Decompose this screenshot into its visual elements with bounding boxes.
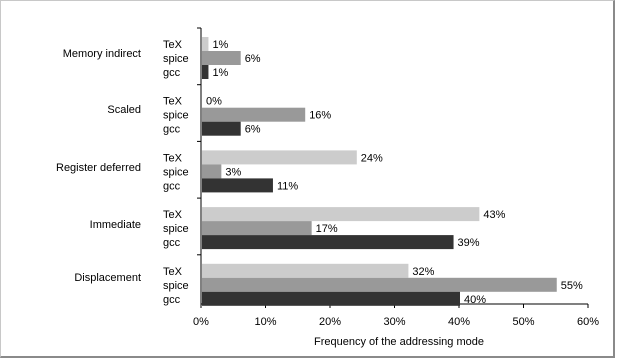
series-label: TeX — [163, 96, 183, 108]
category-label: Register deferred — [56, 162, 141, 174]
series-label: gcc — [163, 67, 181, 79]
data-label: 32% — [412, 266, 434, 278]
bar — [202, 235, 454, 250]
x-tick-label: 30% — [383, 316, 405, 328]
series-label: TeX — [163, 39, 183, 51]
x-tick-label: 40% — [448, 316, 470, 328]
data-label: 55% — [561, 280, 583, 292]
data-label: 3% — [225, 166, 241, 178]
bar — [202, 221, 312, 236]
data-label: 6% — [245, 124, 261, 136]
x-tick-label: 10% — [254, 316, 276, 328]
data-label: 43% — [483, 209, 505, 221]
bar — [202, 207, 480, 222]
series-label: gcc — [163, 294, 181, 306]
series-label: spice — [163, 223, 189, 235]
data-label: 17% — [316, 223, 338, 235]
labels: 0% 10% 20% 30% 40% 50% 60% Memory indirect TeX 1%… — [56, 39, 599, 328]
bar — [202, 65, 209, 79]
series-label: gcc — [163, 237, 181, 249]
series-label: spice — [163, 53, 189, 65]
bar — [202, 291, 460, 306]
series-label: TeX — [163, 152, 183, 164]
series-label: gcc — [163, 124, 181, 136]
category-label: Displacement — [74, 272, 141, 284]
category-label: Scaled — [107, 104, 141, 116]
bar — [202, 107, 306, 122]
series-label: spice — [163, 280, 189, 292]
data-label: 1% — [212, 67, 228, 79]
bars — [202, 37, 557, 306]
data-label: 6% — [245, 53, 261, 65]
data-label: 1% — [212, 39, 228, 51]
bar — [202, 178, 273, 193]
bar — [202, 37, 209, 51]
series-label: spice — [163, 166, 189, 178]
x-tick-label: 60% — [577, 316, 599, 328]
x-tick-label: 50% — [512, 316, 534, 328]
category-label: Memory indirect — [63, 48, 141, 60]
x-tick-label: 0% — [193, 316, 209, 328]
series-label: TeX — [163, 266, 183, 278]
data-label: 0% — [206, 96, 222, 108]
bar — [202, 263, 409, 278]
data-label: 39% — [458, 237, 480, 249]
x-tick-label: 20% — [319, 316, 341, 328]
series-label: gcc — [163, 180, 181, 192]
bar — [202, 51, 241, 65]
data-label: 40% — [464, 294, 486, 306]
data-label: 11% — [277, 180, 298, 192]
bar — [202, 150, 357, 165]
bar — [202, 164, 222, 179]
data-label: 16% — [309, 110, 331, 122]
bar — [202, 277, 557, 292]
data-label: 24% — [361, 152, 383, 164]
bar — [202, 121, 241, 136]
series-label: spice — [163, 110, 189, 122]
series-label: TeX — [163, 209, 183, 221]
category-label: Immediate — [90, 219, 141, 231]
x-axis-label: Frequency of the addressing mode — [314, 336, 484, 348]
